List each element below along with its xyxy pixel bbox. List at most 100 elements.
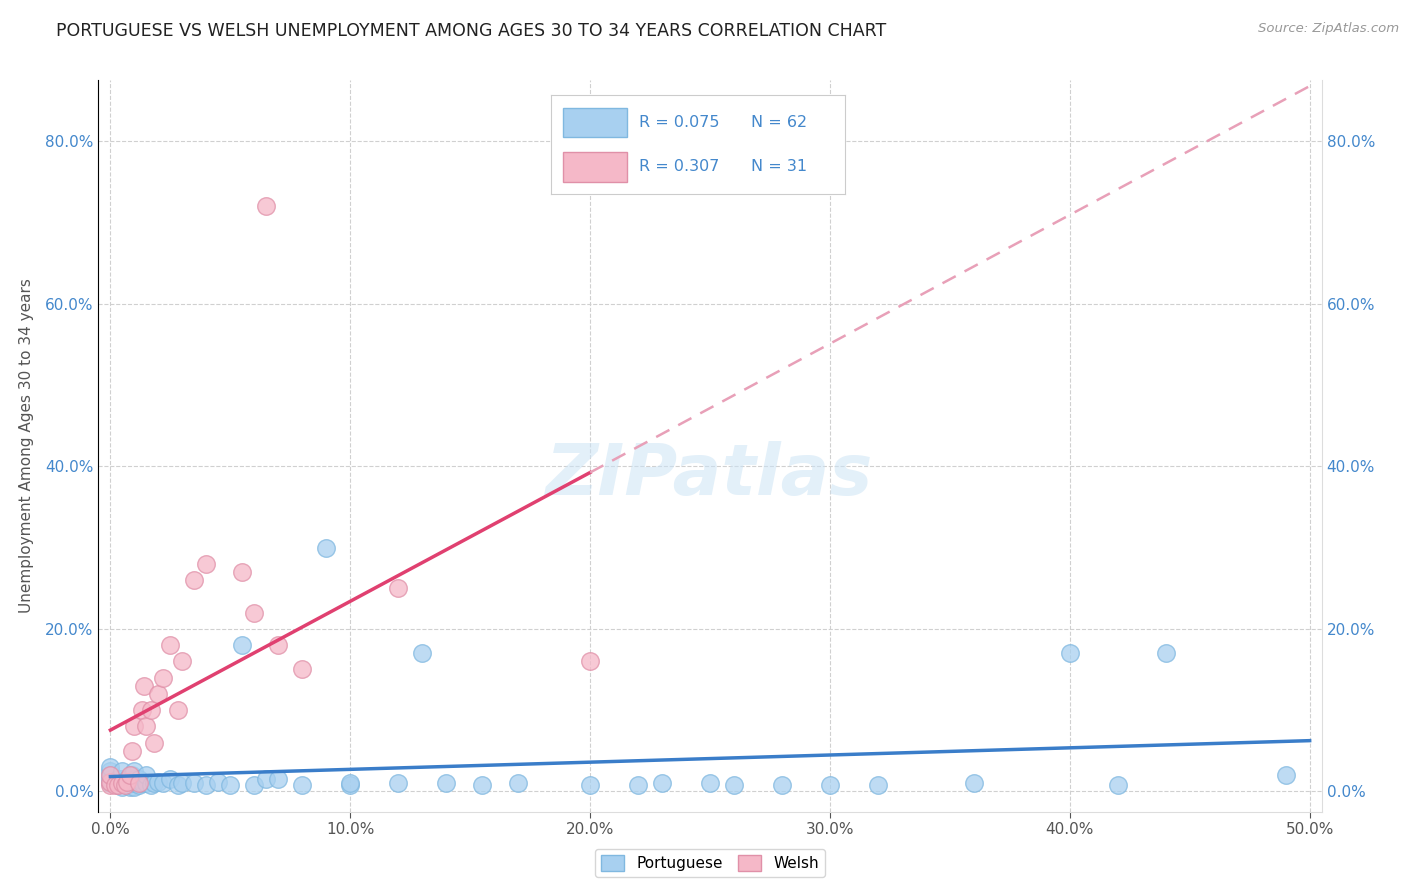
Point [339, 776, 361, 790]
Text: R = 0.075: R = 0.075 [640, 115, 720, 130]
FancyBboxPatch shape [562, 108, 627, 137]
Point [100, 764, 122, 778]
Point [195, 557, 218, 571]
Point [124, 772, 146, 787]
Point [207, 774, 229, 789]
Point [231, 565, 253, 579]
Point [124, 780, 146, 795]
Point [219, 778, 242, 792]
Point [104, 778, 127, 792]
Point [818, 778, 841, 792]
Point [1154, 646, 1177, 660]
Point [339, 778, 361, 792]
Point [579, 778, 602, 792]
Point [142, 776, 165, 790]
Point [100, 778, 122, 792]
Point [141, 778, 163, 792]
Point [135, 776, 157, 790]
Point [121, 744, 143, 758]
Point [166, 778, 188, 792]
Text: R = 0.307: R = 0.307 [640, 160, 720, 175]
Point [131, 703, 153, 717]
Point [231, 638, 253, 652]
Point [115, 778, 138, 792]
Point [866, 778, 889, 792]
Point [183, 573, 205, 587]
Point [148, 774, 170, 789]
Point [243, 606, 266, 620]
Point [166, 703, 188, 717]
Point [243, 778, 266, 792]
Point [100, 772, 122, 787]
Point [132, 679, 155, 693]
Text: Source: ZipAtlas.com: Source: ZipAtlas.com [1258, 22, 1399, 36]
Point [195, 778, 218, 792]
Point [111, 764, 134, 778]
Point [152, 776, 174, 790]
Point [111, 776, 134, 790]
Point [770, 778, 793, 792]
Point [1107, 778, 1129, 792]
Point [114, 778, 136, 792]
Point [100, 774, 122, 789]
Point [183, 776, 205, 790]
Point [128, 772, 150, 787]
Point [471, 778, 494, 792]
Point [1274, 768, 1296, 782]
Point [107, 778, 129, 792]
Point [100, 776, 122, 790]
Point [254, 199, 277, 213]
Point [111, 776, 134, 790]
Point [135, 719, 157, 733]
Point [699, 776, 721, 790]
Point [128, 776, 150, 790]
Point [111, 772, 134, 787]
Point [131, 776, 153, 790]
Point [723, 778, 745, 792]
Point [107, 772, 129, 787]
Legend: Portuguese, Welsh: Portuguese, Welsh [595, 849, 825, 877]
Point [508, 776, 530, 790]
Point [172, 654, 194, 668]
Point [159, 638, 181, 652]
Point [100, 768, 122, 782]
Point [111, 780, 134, 795]
Point [651, 776, 673, 790]
Point [152, 671, 174, 685]
Point [434, 776, 457, 790]
Text: ZIPatlas: ZIPatlas [547, 441, 873, 509]
Point [387, 776, 409, 790]
Text: N = 31: N = 31 [751, 160, 807, 175]
Point [124, 719, 146, 733]
Point [141, 703, 163, 717]
Point [100, 760, 122, 774]
Point [411, 646, 433, 660]
Point [579, 654, 602, 668]
Point [627, 778, 650, 792]
FancyBboxPatch shape [562, 153, 627, 182]
Point [118, 780, 141, 795]
Point [115, 774, 138, 789]
Text: N = 62: N = 62 [751, 115, 807, 130]
Point [387, 581, 409, 595]
Point [172, 776, 194, 790]
Point [315, 541, 337, 555]
Point [159, 772, 181, 787]
Point [124, 776, 146, 790]
Point [118, 774, 141, 789]
Point [291, 663, 314, 677]
Point [135, 768, 157, 782]
Point [107, 778, 129, 792]
Point [100, 768, 122, 782]
Point [142, 736, 165, 750]
Point [267, 638, 290, 652]
Point [128, 778, 150, 792]
Point [115, 772, 138, 787]
Point [1059, 646, 1081, 660]
Point [267, 772, 290, 787]
Point [148, 687, 170, 701]
Y-axis label: Unemployment Among Ages 30 to 34 years: Unemployment Among Ages 30 to 34 years [18, 278, 34, 614]
Point [254, 772, 277, 787]
Point [124, 764, 146, 778]
Point [291, 778, 314, 792]
